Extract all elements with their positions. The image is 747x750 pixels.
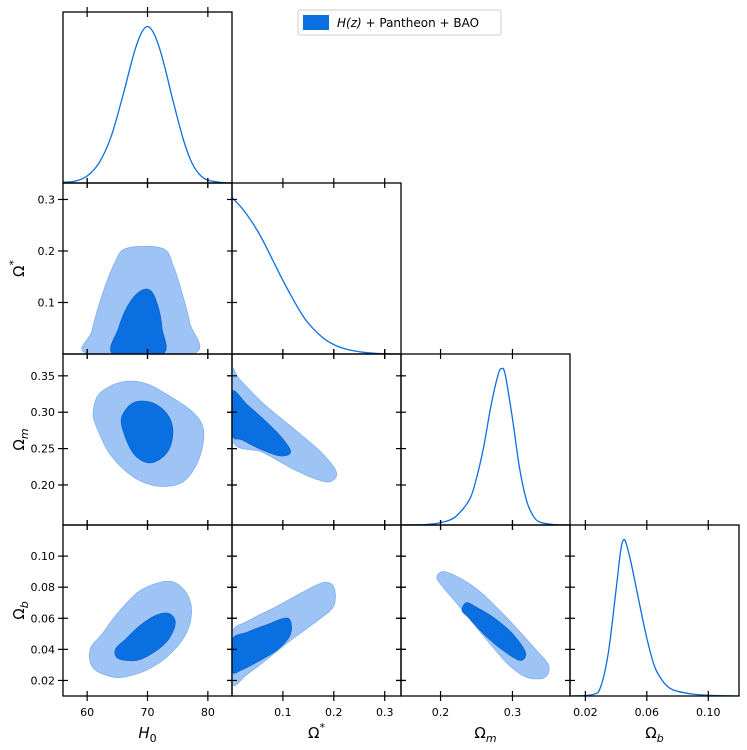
marginal-curve-om — [401, 367, 570, 525]
x-tick-label: 0.3 — [504, 706, 522, 719]
legend-box — [297, 9, 502, 36]
x-tick-label: 80 — [201, 706, 215, 719]
contour-68 — [110, 288, 167, 354]
x-tick-label: 0.06 — [635, 706, 660, 719]
y-axis-label-ob: Ωb — [10, 601, 31, 619]
legend-swatch — [303, 15, 329, 30]
x-axis-label-om: Ωm — [474, 724, 496, 745]
y-axis-label-om: Ωm — [10, 428, 31, 450]
panels: 0.02 0.06 0.10 0.1 0.2 0.3 0.20 0.25 0.30 0.35 60 7… — [31, 7, 740, 719]
y-tick-label: 0.30 — [31, 406, 56, 419]
contour-panel-ostar-om — [227, 349, 406, 530]
marginal-panel-om — [400, 349, 571, 530]
marginal-curve-ob — [570, 538, 739, 696]
y-tick-label: 0.20 — [31, 479, 56, 492]
contour-panel-om-ob: 0.2 0.3 — [396, 520, 575, 719]
contour-panel-h0-ob: 60 70 80 0.02 0.04 0.06 0.08 0.10 — [31, 520, 237, 719]
marginal-curve-h0 — [63, 25, 232, 183]
y-tick-label: 0.04 — [31, 643, 56, 656]
x-tick-label: 0.2 — [325, 706, 343, 719]
marginal-curve-ostar — [232, 197, 401, 354]
y-tick-label: 0.02 — [31, 674, 56, 687]
x-tick-label: 0.02 — [573, 706, 598, 719]
axis-labels: H0 Ω* Ω* Ωm Ωm Ωb Ωb — [7, 260, 664, 745]
y-tick-label: 0.35 — [31, 370, 56, 383]
x-axis-label-ob: Ωb — [645, 724, 663, 745]
contour-68 — [232, 390, 291, 457]
contour-panel-h0-om: 0.20 0.25 0.30 0.35 — [31, 349, 237, 530]
marginal-panel-h0 — [62, 7, 233, 188]
marginal-panel-ob: 0.02 0.06 0.10 — [569, 520, 740, 719]
panel-frame — [231, 182, 402, 355]
contour-68 — [461, 602, 527, 661]
x-axis-label-h0: H0 — [138, 724, 156, 745]
x-tick-label: 0.1 — [274, 706, 292, 719]
y-tick-label: 0.2 — [38, 245, 56, 258]
panel-frame — [400, 524, 571, 697]
legend-label: H(z) + Pantheon + BAO — [337, 16, 479, 30]
contour-68 — [114, 612, 176, 662]
y-tick-label: 0.08 — [31, 581, 56, 594]
contour-95 — [232, 367, 338, 483]
marginal-panel-ostar — [231, 178, 402, 359]
y-tick-label: 0.3 — [38, 193, 56, 206]
x-tick-label: 70 — [141, 706, 155, 719]
panel-frame — [62, 11, 233, 184]
legend: H(z) + Pantheon + BAO — [297, 9, 502, 36]
x-tick-label: 0.2 — [432, 706, 450, 719]
contour-panel-h0-ostar: 0.1 0.2 0.3 — [38, 178, 237, 359]
y-tick-label: 0.10 — [31, 550, 56, 563]
y-tick-label: 0.25 — [31, 443, 56, 456]
contour-68 — [120, 400, 174, 464]
x-tick-label: 0.10 — [696, 706, 721, 719]
y-axis-label-ostar: Ω* — [7, 260, 28, 277]
contour-panel-ostar-ob: 0.1 0.2 0.3 — [227, 520, 406, 719]
panel-frame — [569, 524, 740, 697]
x-tick-label: 0.3 — [376, 706, 394, 719]
y-tick-label: 0.06 — [31, 612, 56, 625]
y-tick-label: 0.1 — [38, 296, 56, 309]
contour-68 — [232, 617, 292, 674]
x-axis-label-ostar: Ω* — [308, 721, 325, 742]
x-tick-label: 60 — [80, 706, 94, 719]
